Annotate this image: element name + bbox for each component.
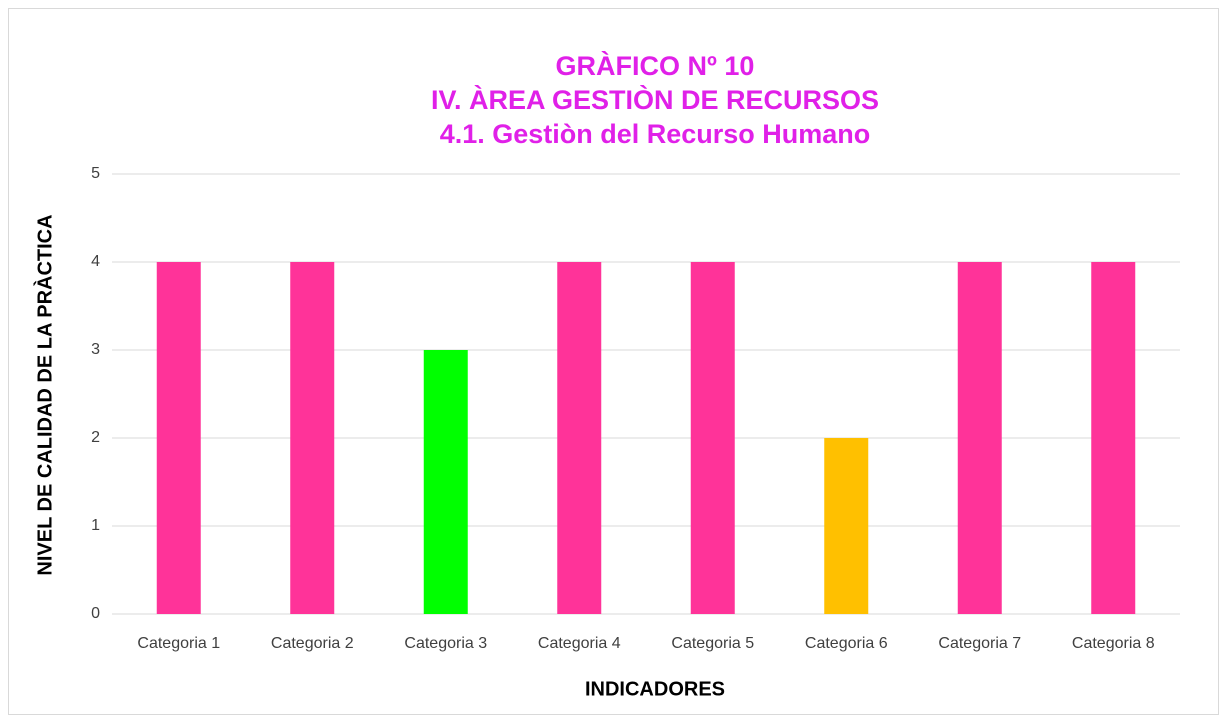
x-tick-label: Categoria 6	[805, 635, 888, 652]
y-tick-label: 5	[91, 165, 100, 182]
bar	[557, 262, 602, 614]
x-tick-label: Categoria 7	[938, 635, 1021, 652]
y-tick-label: 0	[91, 605, 100, 622]
y-tick-label: 3	[91, 341, 100, 358]
chart-title: GRÀFICO Nº 10	[556, 50, 755, 81]
bar	[690, 262, 735, 614]
chart-border	[8, 8, 1219, 715]
bar	[957, 262, 1002, 614]
y-tick-label: 4	[91, 253, 100, 270]
bar	[423, 350, 468, 614]
x-tick-label: Categoria 2	[271, 635, 354, 652]
x-axis-label: INDICADORES	[585, 678, 725, 700]
y-tick-label: 2	[91, 429, 100, 446]
y-tick-label: 1	[91, 517, 100, 534]
chart-title: 4.1. Gestiòn del Recurso Humano	[440, 119, 871, 149]
bar	[1091, 262, 1136, 614]
x-tick-label: Categoria 1	[137, 635, 220, 652]
bar	[824, 438, 869, 614]
bar	[156, 262, 201, 614]
x-tick-label: Categoria 8	[1072, 635, 1155, 652]
chart-title: IV. ÀREA GESTIÒN DE RECURSOS	[431, 84, 879, 115]
x-tick-label: Categoria 4	[538, 635, 621, 652]
bar	[290, 262, 335, 614]
y-axis-label: NIVEL DE CALIDAD DE LA PRÀCTICA	[33, 214, 56, 575]
x-tick-label: Categoria 3	[404, 635, 487, 652]
x-tick-label: Categoria 5	[671, 635, 754, 652]
